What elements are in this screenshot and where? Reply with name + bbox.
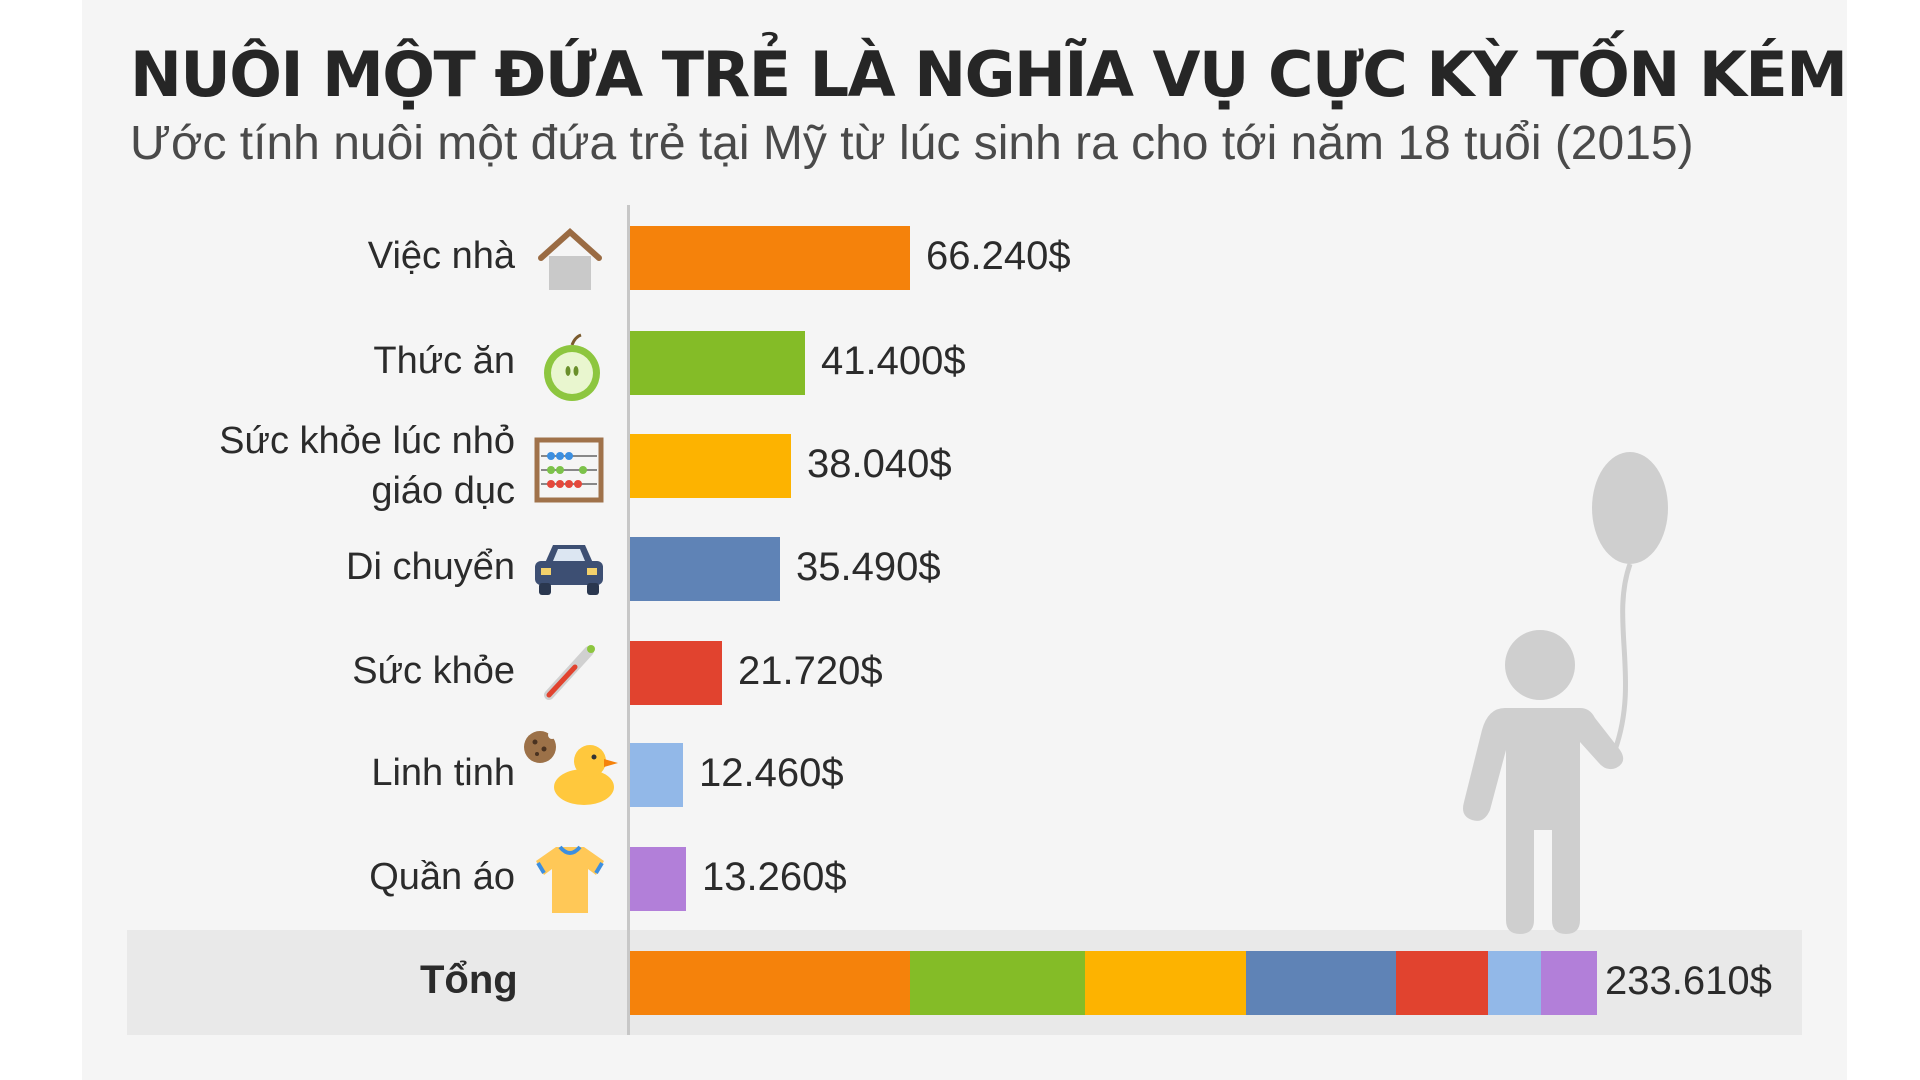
category-label: Di chuyển xyxy=(346,543,515,591)
bar-value-label: 12.460$ xyxy=(699,751,844,795)
bar-value-label: 66.240$ xyxy=(926,234,1071,278)
abacus-icon xyxy=(533,434,605,511)
category-axis-line xyxy=(627,205,630,1035)
total-bar-segment xyxy=(630,951,910,1015)
total-label: Tổng xyxy=(420,958,518,1002)
category-label-line: Sức khỏe xyxy=(352,650,515,692)
bar xyxy=(630,331,805,395)
category-label: Linh tinh xyxy=(371,749,515,797)
tshirt-icon xyxy=(532,841,608,922)
bar-value-label: 13.260$ xyxy=(702,855,847,899)
chart-title: NUÔI MỘT ĐỨA TRẺ LÀ NGHĨA VỤ CỰC KỲ TỐN … xyxy=(130,38,1848,111)
total-bar-segment xyxy=(1488,951,1541,1015)
bar-value-label: 21.720$ xyxy=(738,649,883,693)
category-label-line: Việc nhà xyxy=(367,235,515,277)
child-balloon-icon xyxy=(1463,452,1668,934)
child-head xyxy=(1505,630,1575,700)
bar-value-label: 35.490$ xyxy=(796,545,941,589)
category-label: Quần áo xyxy=(369,853,515,901)
category-label: Sức khỏe lúc nhỏ giáo dục xyxy=(219,416,515,516)
cookie-duck-icon xyxy=(522,729,622,814)
category-label: Việc nhà xyxy=(368,232,515,280)
bar xyxy=(630,641,722,705)
total-value-label: 233.610$ xyxy=(1605,959,1772,1003)
bar-value-label: 41.400$ xyxy=(821,339,966,383)
total-bar-segment xyxy=(910,951,1085,1015)
total-bar-segment xyxy=(1541,951,1597,1015)
bar xyxy=(630,226,910,290)
category-label-line: Thức ăn xyxy=(373,340,515,382)
category-label-line: giáo dục xyxy=(371,470,515,512)
bar xyxy=(630,743,683,807)
category-label-line: Di chuyển xyxy=(346,546,515,588)
category-label: Thức ăn xyxy=(373,337,515,385)
apple-icon xyxy=(537,333,607,408)
category-label: Sức khỏe xyxy=(352,647,515,695)
balloon-shape xyxy=(1592,452,1668,564)
thermometer-icon xyxy=(535,641,601,712)
total-bar-segment xyxy=(1396,951,1488,1015)
balloon-string xyxy=(1612,563,1633,751)
car-icon xyxy=(531,537,607,606)
total-bar-segment xyxy=(1246,951,1396,1015)
chart-subtitle: Ước tính nuôi một đứa trẻ tại Mỹ từ lúc … xyxy=(130,117,1694,170)
category-label-line: Quần áo xyxy=(369,856,515,898)
bar-value-label: 38.040$ xyxy=(807,442,952,486)
category-label-line: Sức khỏe lúc nhỏ xyxy=(219,420,515,462)
category-label-line: Linh tinh xyxy=(371,752,515,794)
bar xyxy=(630,434,791,498)
bar xyxy=(630,847,686,911)
house-icon xyxy=(535,224,605,299)
child-body xyxy=(1463,708,1624,934)
total-bar-segment xyxy=(1085,951,1246,1015)
bar xyxy=(630,537,780,601)
